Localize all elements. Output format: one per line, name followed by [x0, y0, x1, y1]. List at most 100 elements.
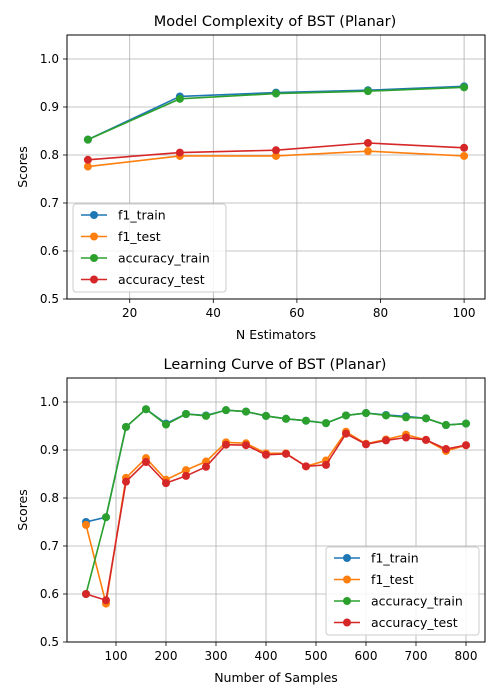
chart-title: Learning Curve of BST (Planar)	[164, 357, 387, 373]
data-point	[402, 413, 410, 422]
x-tick-label: 500	[305, 649, 328, 663]
data-point	[83, 162, 92, 171]
y-tick-label: 1.0	[40, 395, 59, 409]
data-point	[182, 410, 190, 418]
chart-title: Model Complexity of BST (Planar)	[154, 14, 397, 30]
data-point	[460, 83, 469, 92]
y-tick-label: 0.7	[40, 196, 59, 210]
x-tick-label: 400	[255, 649, 278, 663]
x-tick-label: 40	[206, 306, 221, 320]
data-point	[175, 148, 184, 157]
series-accuracy_test	[82, 429, 470, 605]
data-point	[122, 422, 130, 431]
y-tick-label: 0.6	[40, 587, 59, 601]
legend-marker	[90, 211, 98, 219]
y-tick-label: 0.5	[40, 635, 59, 649]
series-accuracy_train	[83, 83, 469, 144]
data-point	[302, 416, 310, 425]
series-accuracy_test	[83, 139, 469, 164]
legend-label: accuracy_test	[371, 615, 458, 630]
data-point	[302, 462, 310, 471]
data-point	[442, 421, 450, 430]
legend-marker	[343, 554, 351, 562]
y-tick-label: 0.7	[40, 539, 59, 553]
legend-box	[72, 203, 227, 293]
data-point	[82, 520, 90, 529]
legend-marker	[90, 232, 98, 241]
y-tick-label: 1.0	[40, 52, 59, 66]
data-point	[182, 471, 190, 480]
legend-entry: f1_train	[334, 551, 419, 566]
y-axis-label: Scores	[15, 146, 30, 188]
y-tick-label: 0.9	[40, 100, 59, 114]
data-point	[83, 155, 92, 164]
data-point	[322, 419, 330, 428]
data-point	[402, 433, 410, 442]
legend-box	[325, 546, 480, 636]
data-point	[182, 466, 190, 475]
data-point	[202, 411, 210, 420]
data-point	[272, 151, 280, 160]
data-point	[262, 411, 270, 420]
y-tick-label: 0.8	[40, 491, 59, 505]
legend-label: f1_train	[371, 551, 419, 566]
series-f1_test	[83, 147, 469, 171]
data-point	[202, 462, 210, 471]
x-tick-label: 20	[122, 306, 137, 320]
data-point	[242, 441, 250, 450]
legend-entry: accuracy_train	[334, 594, 463, 609]
axes-frame	[66, 34, 486, 300]
y-tick-label: 0.9	[40, 443, 59, 457]
data-point	[282, 414, 290, 423]
data-point	[342, 429, 350, 438]
data-point	[363, 139, 372, 147]
data-point	[462, 419, 470, 428]
legend-entry: accuracy_train	[81, 251, 210, 266]
data-point	[362, 440, 370, 449]
data-point	[102, 596, 110, 605]
legend: f1_train f1_test accuracy_train accuracy_te…	[72, 203, 227, 293]
chart-learning-curve: Learning Curve of BST (Planar) 100 200 300…	[15, 357, 486, 685]
data-point	[442, 445, 450, 454]
legend-label: accuracy_train	[118, 251, 210, 266]
legend: f1_train f1_test accuracy_train accuracy_te…	[325, 546, 480, 636]
data-point	[282, 449, 290, 458]
legend-entry: accuracy_test	[81, 272, 205, 287]
data-point	[363, 147, 372, 156]
data-point	[342, 411, 350, 420]
data-point	[272, 89, 280, 98]
y-tick-label: 0.8	[40, 148, 59, 162]
legend-marker	[90, 275, 98, 284]
ticks: 20 40 60 80 100 0.5 0.6 0.7 0.8 0.9 1.0	[40, 52, 476, 320]
x-tick-label: 300	[205, 649, 228, 663]
data-point	[162, 479, 170, 488]
legend-marker	[343, 618, 351, 627]
data-point	[83, 135, 92, 144]
legend-label: f1_test	[371, 572, 414, 587]
legend-marker	[343, 575, 351, 584]
x-tick-label: 80	[373, 306, 388, 320]
legend-label: f1_train	[118, 208, 166, 223]
data-point	[102, 513, 110, 522]
legend-label: f1_test	[118, 229, 161, 244]
data-point	[462, 441, 470, 450]
data-point	[362, 409, 370, 418]
data-point	[142, 405, 150, 414]
data-point	[142, 458, 150, 466]
data-point	[242, 407, 250, 416]
axes-frame	[66, 377, 486, 643]
data-point	[422, 435, 430, 444]
data-point	[422, 414, 430, 423]
chart-model-complexity: Model Complexity of BST (Planar) 20 40 60 8…	[15, 14, 486, 342]
data-point	[175, 94, 184, 103]
data-point	[222, 440, 230, 449]
legend-label: accuracy_train	[371, 594, 463, 609]
x-tick-label: 100	[453, 306, 476, 320]
legend-marker	[343, 597, 351, 605]
x-tick-label: 600	[355, 649, 378, 663]
legend-entry: f1_test	[334, 572, 414, 587]
y-axis-label: Scores	[15, 489, 30, 531]
legend-entry: f1_train	[81, 208, 166, 223]
data-point	[460, 151, 469, 160]
